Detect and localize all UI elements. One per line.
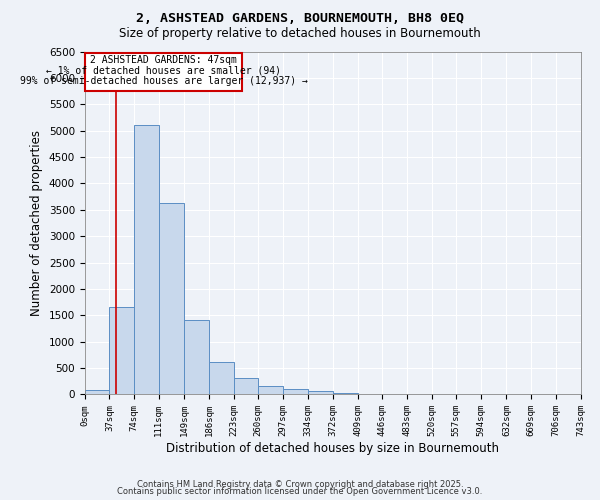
Text: Size of property relative to detached houses in Bournemouth: Size of property relative to detached ho… <box>119 26 481 40</box>
Text: 99% of semi-detached houses are larger (12,937) →: 99% of semi-detached houses are larger (… <box>20 76 308 86</box>
Bar <box>109 308 134 394</box>
Text: Contains HM Land Registry data © Crown copyright and database right 2025.: Contains HM Land Registry data © Crown c… <box>137 480 463 489</box>
Text: 2 ASHSTEAD GARDENS: 47sqm: 2 ASHSTEAD GARDENS: 47sqm <box>91 54 237 64</box>
Bar <box>159 204 184 394</box>
Text: ← 1% of detached houses are smaller (94): ← 1% of detached houses are smaller (94) <box>46 65 281 75</box>
Bar <box>184 320 209 394</box>
Y-axis label: Number of detached properties: Number of detached properties <box>30 130 43 316</box>
Bar <box>283 389 308 394</box>
Text: 2, ASHSTEAD GARDENS, BOURNEMOUTH, BH8 0EQ: 2, ASHSTEAD GARDENS, BOURNEMOUTH, BH8 0E… <box>136 12 464 26</box>
Text: Contains public sector information licensed under the Open Government Licence v3: Contains public sector information licen… <box>118 488 482 496</box>
Bar <box>85 390 109 394</box>
Bar <box>333 393 358 394</box>
Bar <box>308 392 333 394</box>
Bar <box>85 53 242 90</box>
Bar <box>258 386 283 394</box>
Bar <box>134 126 159 394</box>
X-axis label: Distribution of detached houses by size in Bournemouth: Distribution of detached houses by size … <box>166 442 499 455</box>
Bar <box>233 378 258 394</box>
Bar <box>209 362 233 394</box>
